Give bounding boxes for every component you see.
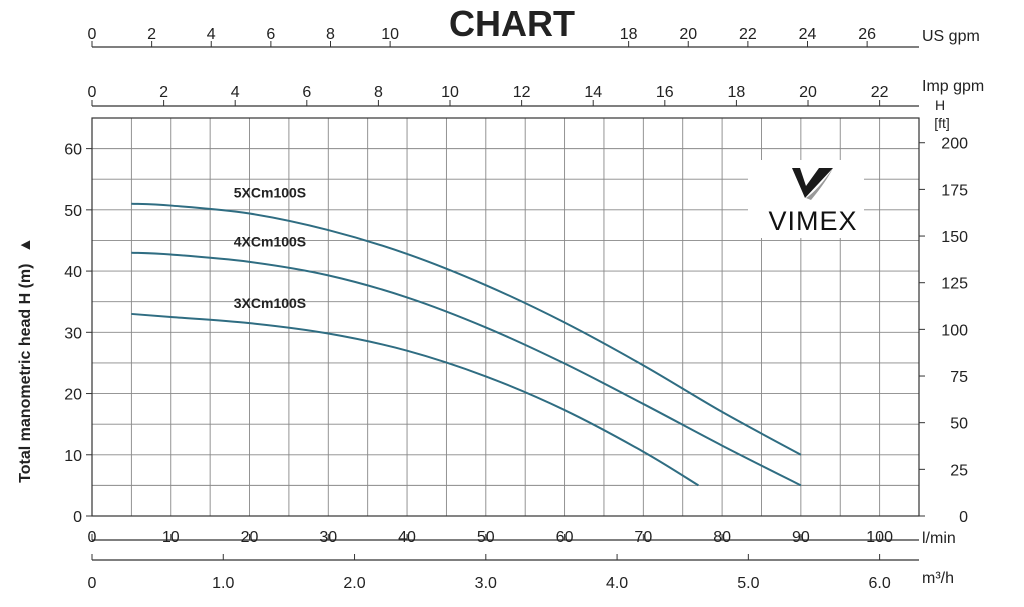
us-gpm-unit-label: US gpm (922, 28, 980, 45)
m3h-axis: 0 1.0 2.0 3.0 4.0 5.0 6.0 m³/h (88, 554, 954, 592)
imp-gpm-tick-label: 8 (374, 84, 383, 101)
us-gpm-tick-label: 18 (620, 26, 638, 43)
right-tick-label: 100 (941, 322, 968, 339)
right-axis-unit-ft: [ft] (934, 115, 950, 131)
left-tick-label: 10 (64, 448, 82, 465)
lmin-tick-label: 30 (319, 529, 337, 546)
series-line-4XCm100S (131, 251, 802, 487)
us-gpm-tick-label: 4 (207, 26, 216, 43)
vimex-logo: VIMEX (748, 160, 864, 238)
us-gpm-tick-label: 24 (799, 26, 817, 43)
lmin-tick-label: 50 (477, 529, 495, 546)
m3h-tick-label: 2.0 (343, 575, 365, 592)
us-gpm-tick-label: 22 (739, 26, 757, 43)
imp-gpm-tick-label: 6 (302, 84, 311, 101)
us-gpm-tick-label: 8 (326, 26, 335, 43)
lmin-tick-label: 80 (713, 529, 731, 546)
imp-gpm-tick-label: 10 (441, 84, 459, 101)
m3h-tick-label: 6.0 (868, 575, 890, 592)
y-axis-label-arrow: ▲ (17, 237, 34, 253)
m3h-tick-label: 4.0 (606, 575, 628, 592)
imp-gpm-tick-label: 22 (871, 84, 889, 101)
lmin-tick-label: 20 (241, 529, 259, 546)
logo-mark-dark (792, 168, 833, 198)
lmin-tick-label: 40 (398, 529, 416, 546)
right-tick-label: 25 (950, 462, 968, 479)
lmin-axis: 0 10 20 30 40 50 60 70 80 90 100 l/min (88, 529, 956, 547)
left-axis-meters: 0 10 20 30 40 50 60 (64, 142, 92, 526)
series-label-4XCm100S: 4XCm100S (234, 234, 306, 250)
chart-title: CHART (449, 3, 575, 44)
imp-gpm-tick-label: 0 (88, 84, 97, 101)
lmin-unit-label: l/min (922, 530, 956, 547)
series-line-3XCm100S (131, 312, 699, 487)
logo-text: VIMEX (768, 206, 857, 236)
logo-mark-grey (806, 168, 833, 200)
m3h-unit-label: m³/h (922, 570, 954, 587)
right-tick-label: 125 (941, 276, 968, 293)
plot-frame (91, 117, 920, 517)
lmin-tick-label: 100 (866, 529, 893, 546)
right-tick-label: 200 (941, 136, 968, 153)
imp-gpm-tick-label: 4 (231, 84, 240, 101)
lmin-tick-label: 70 (634, 529, 652, 546)
series-label-5XCm100S: 5XCm100S (234, 185, 306, 201)
us-gpm-tick-label: 6 (266, 26, 275, 43)
m3h-tick-label: 5.0 (737, 575, 759, 592)
left-tick-label: 0 (73, 509, 82, 526)
imp-gpm-tick-label: 14 (584, 84, 602, 101)
imp-gpm-tick-label: 18 (728, 84, 746, 101)
series-label-3XCm100S: 3XCm100S (234, 295, 306, 311)
us-gpm-tick-label: 10 (381, 26, 399, 43)
lmin-tick-label: 60 (556, 529, 574, 546)
left-tick-label: 50 (64, 203, 82, 220)
right-tick-label: 150 (941, 229, 968, 246)
logo-background (748, 160, 864, 238)
us-gpm-axis: 0 2 4 6 8 10 18 20 22 24 26 US gpm (88, 26, 980, 48)
us-gpm-tick-label: 26 (858, 26, 876, 43)
right-tick-label: 75 (950, 369, 968, 386)
imp-gpm-unit-label: Imp gpm (922, 78, 984, 95)
us-gpm-tick-label: 0 (88, 26, 97, 43)
left-tick-label: 60 (64, 142, 82, 159)
right-axis-feet: 0 25 50 75 100 125 150 175 200 H [ft] (919, 97, 968, 526)
us-gpm-tick-label: 20 (679, 26, 697, 43)
imp-gpm-tick-label: 16 (656, 84, 674, 101)
m3h-tick-label: 1.0 (212, 575, 234, 592)
imp-gpm-tick-label: 2 (159, 84, 168, 101)
series-line-5XCm100S (131, 202, 802, 456)
left-tick-label: 30 (64, 325, 82, 342)
left-tick-label: 20 (64, 387, 82, 404)
imp-gpm-axis: 0 2 4 6 8 10 12 14 16 18 20 22 Imp gpm (88, 78, 984, 107)
imp-gpm-tick-label: 12 (513, 84, 531, 101)
y-axis-label-text: Total manometric head H (m) (17, 264, 34, 483)
us-gpm-tick-label: 2 (147, 26, 156, 43)
right-axis-unit-h: H (935, 97, 945, 113)
left-tick-label: 40 (64, 264, 82, 281)
lmin-tick-label: 0 (88, 529, 97, 546)
right-tick-label: 50 (950, 416, 968, 433)
y-axis-label: Total manometric head H (m) ▲ (17, 237, 34, 483)
lmin-tick-label: 10 (162, 529, 180, 546)
right-tick-label: 175 (941, 182, 968, 199)
m3h-tick-label: 3.0 (475, 575, 497, 592)
right-tick-label: 0 (959, 509, 968, 526)
imp-gpm-tick-label: 20 (799, 84, 817, 101)
lmin-tick-label: 90 (792, 529, 810, 546)
series-group: 5XCm100S 4XCm100S 3XCm100S (131, 185, 802, 487)
m3h-tick-label: 0 (88, 575, 97, 592)
